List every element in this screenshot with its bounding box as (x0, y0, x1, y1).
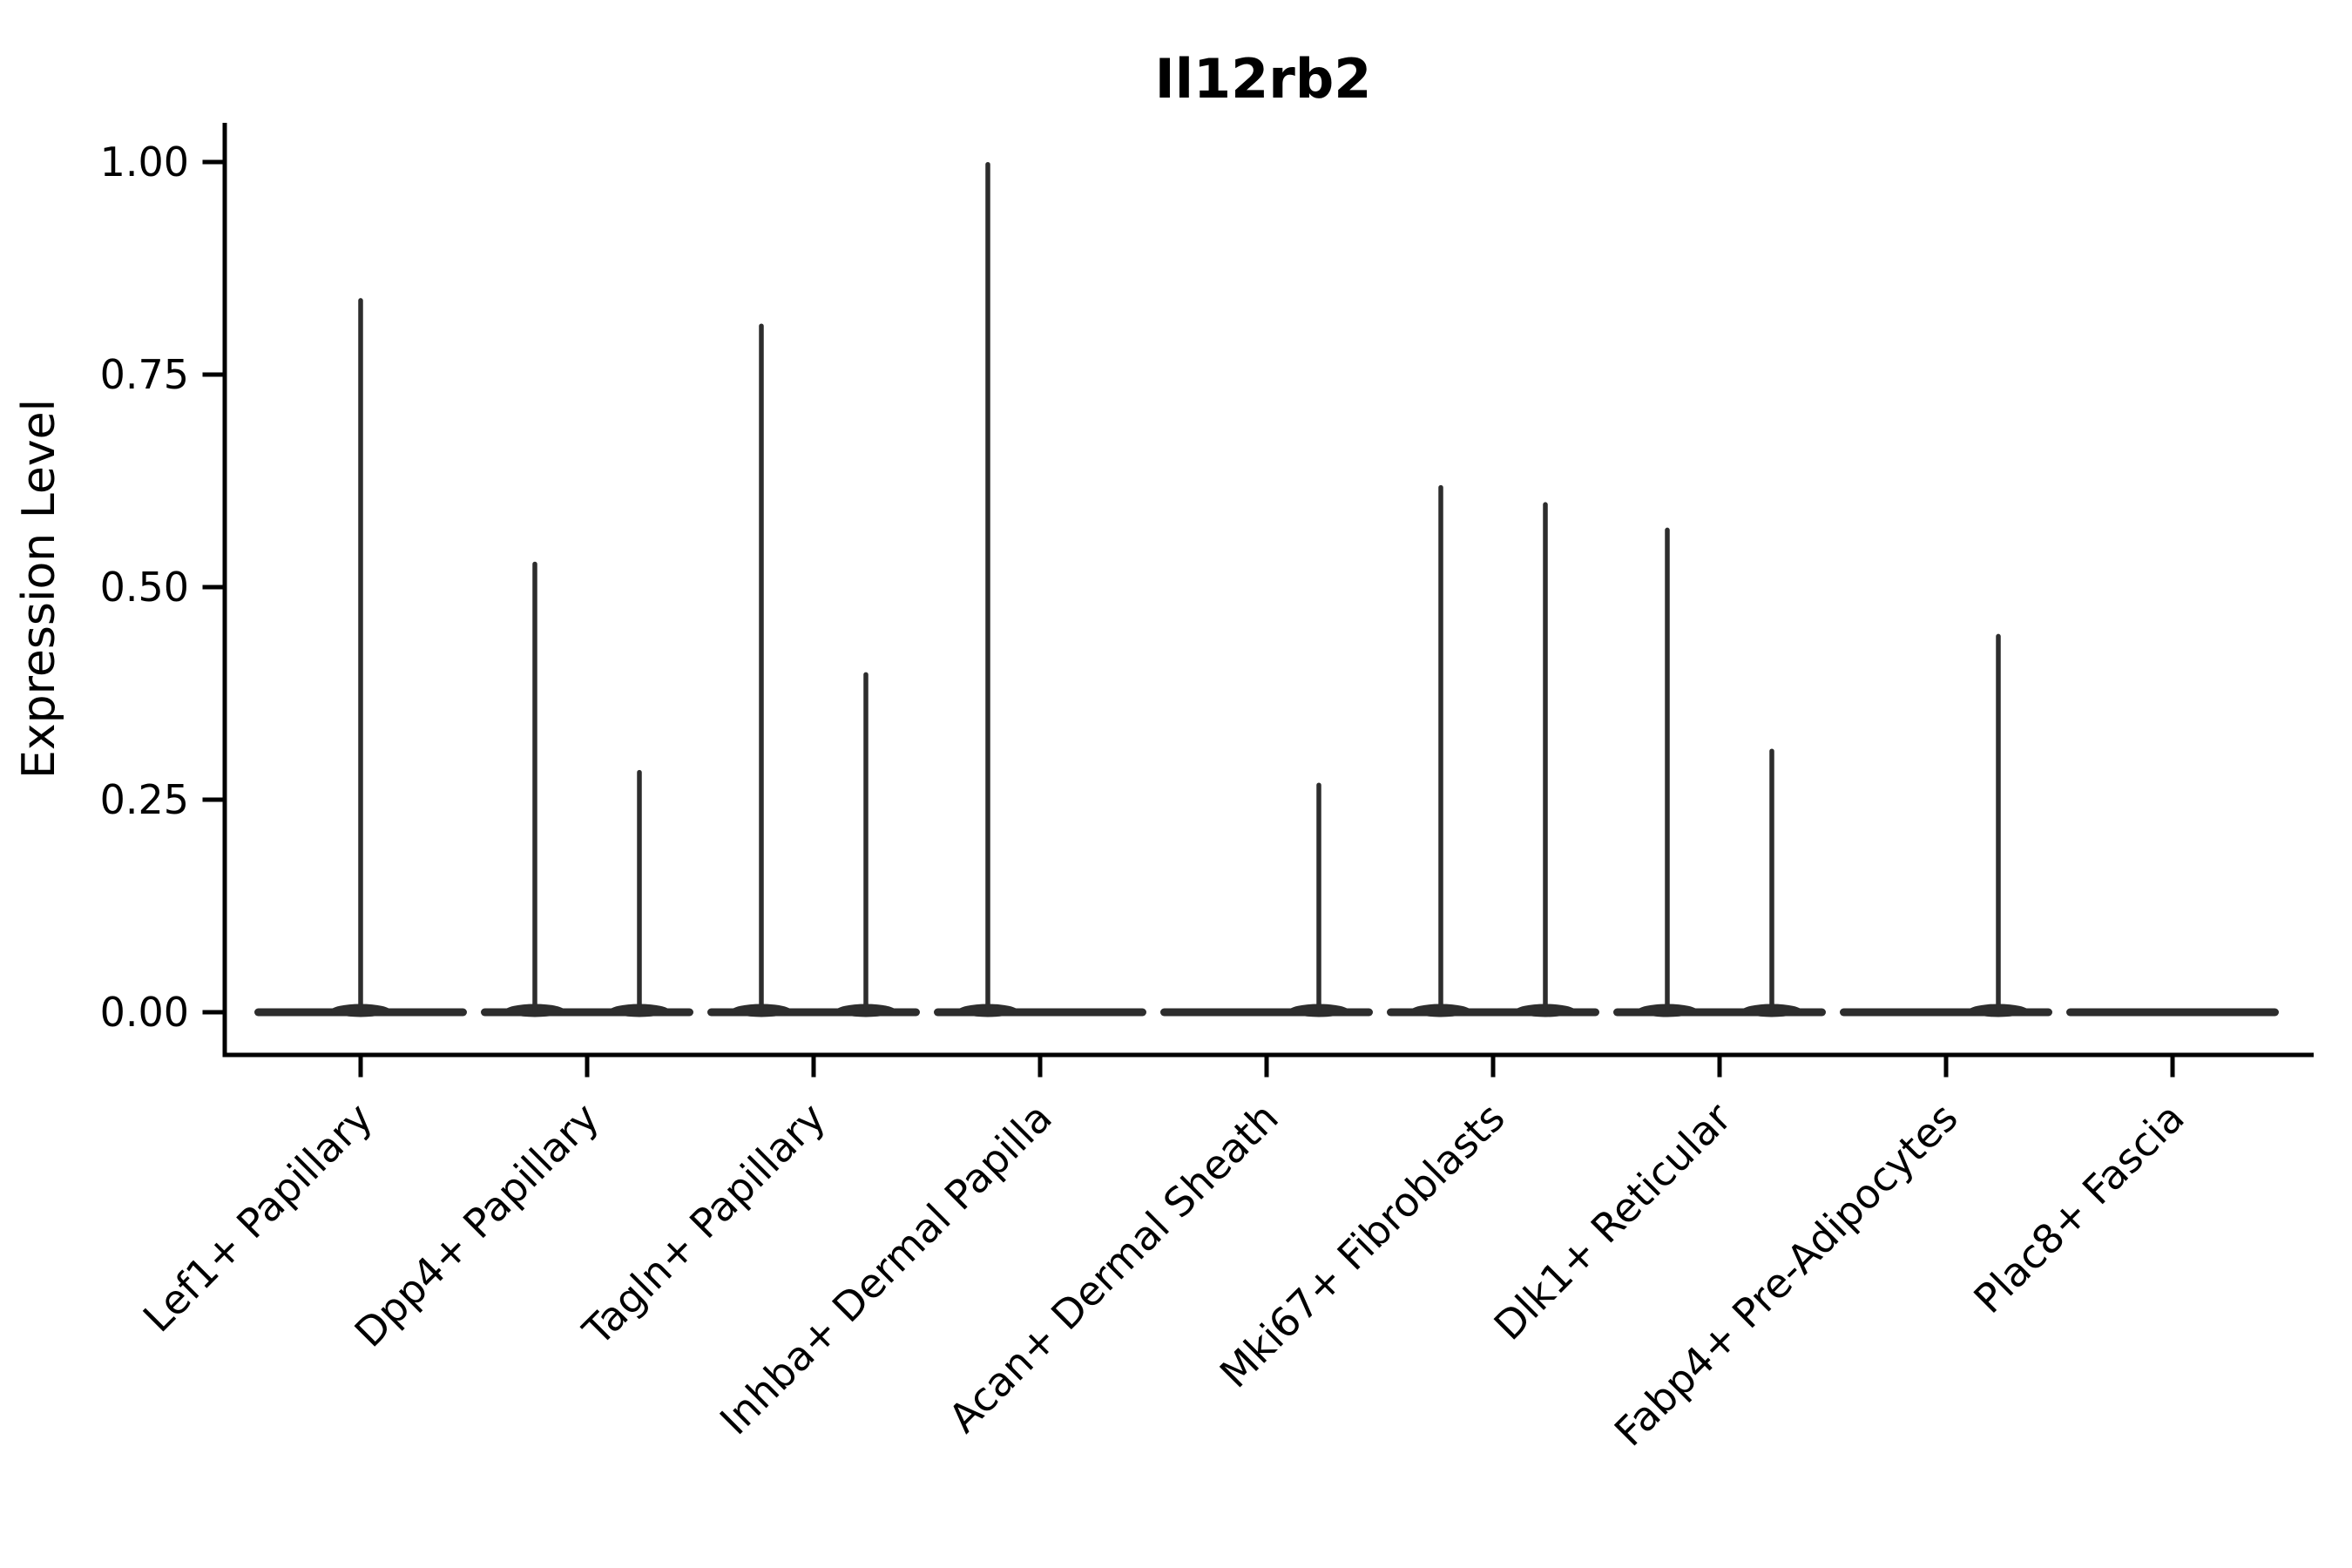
violin-spike (1438, 484, 1443, 1012)
y-tick (202, 585, 223, 590)
y-tick-label: 0.75 (100, 351, 189, 398)
x-tick (1264, 1057, 1269, 1078)
y-tick-label: 0.25 (100, 776, 189, 823)
violin-spike (637, 769, 642, 1012)
x-tick-label: Dlk1+ Reticular (1485, 1094, 1740, 1349)
violin (1840, 633, 2052, 1017)
y-axis-label: Expression Level (13, 399, 65, 779)
violin (254, 298, 467, 1017)
violin-spike (1996, 633, 2001, 1012)
violin (2066, 1008, 2279, 1017)
x-tick-label: Dpp4+ Papillary (346, 1094, 608, 1356)
violin-body (2066, 1008, 2279, 1017)
y-tick (202, 797, 223, 802)
x-tick-label: Tagln+ Papillary (573, 1094, 835, 1355)
y-tick-label: 0.50 (100, 564, 189, 611)
x-tick (1943, 1057, 1949, 1078)
violin-spike (1543, 502, 1548, 1012)
violin (1613, 527, 1826, 1017)
x-tick (811, 1057, 816, 1078)
violin-spike (358, 298, 363, 1012)
left-spine (222, 123, 227, 1058)
y-tick (202, 1010, 223, 1015)
x-tick (1717, 1057, 1722, 1078)
x-tick (358, 1057, 363, 1078)
violin (1387, 484, 1599, 1017)
violin-spike (532, 561, 537, 1012)
x-tick (1490, 1057, 1496, 1078)
violin-spike (1665, 527, 1670, 1012)
x-tick (1037, 1057, 1043, 1078)
violins-layer (254, 162, 2279, 1017)
plot-title: Il12rb2 (1155, 47, 1372, 111)
violin (481, 561, 693, 1017)
violin (707, 323, 920, 1017)
violin-spike (985, 162, 990, 1012)
violin-spike (1316, 782, 1321, 1012)
violin-spike (1769, 748, 1774, 1012)
y-tick-label: 1.00 (100, 139, 189, 186)
y-tick (202, 372, 223, 377)
x-tick (585, 1057, 590, 1078)
violin-spike (863, 672, 868, 1012)
x-tick-label: Lef1+ Papillary (134, 1094, 382, 1342)
x-tick (2170, 1057, 2175, 1078)
bottom-spine (222, 1052, 2314, 1058)
y-axis: 0.00 0.25 0.50 0.75 1.00 (100, 139, 223, 1036)
y-tick-label: 0.00 (100, 989, 189, 1036)
axes-spines (222, 123, 2314, 1058)
violin-spike (759, 323, 764, 1012)
x-tick-label: Plac8+ Fascia (1964, 1094, 2193, 1322)
violin (1160, 782, 1373, 1017)
y-tick (202, 159, 223, 165)
violin (934, 162, 1146, 1017)
